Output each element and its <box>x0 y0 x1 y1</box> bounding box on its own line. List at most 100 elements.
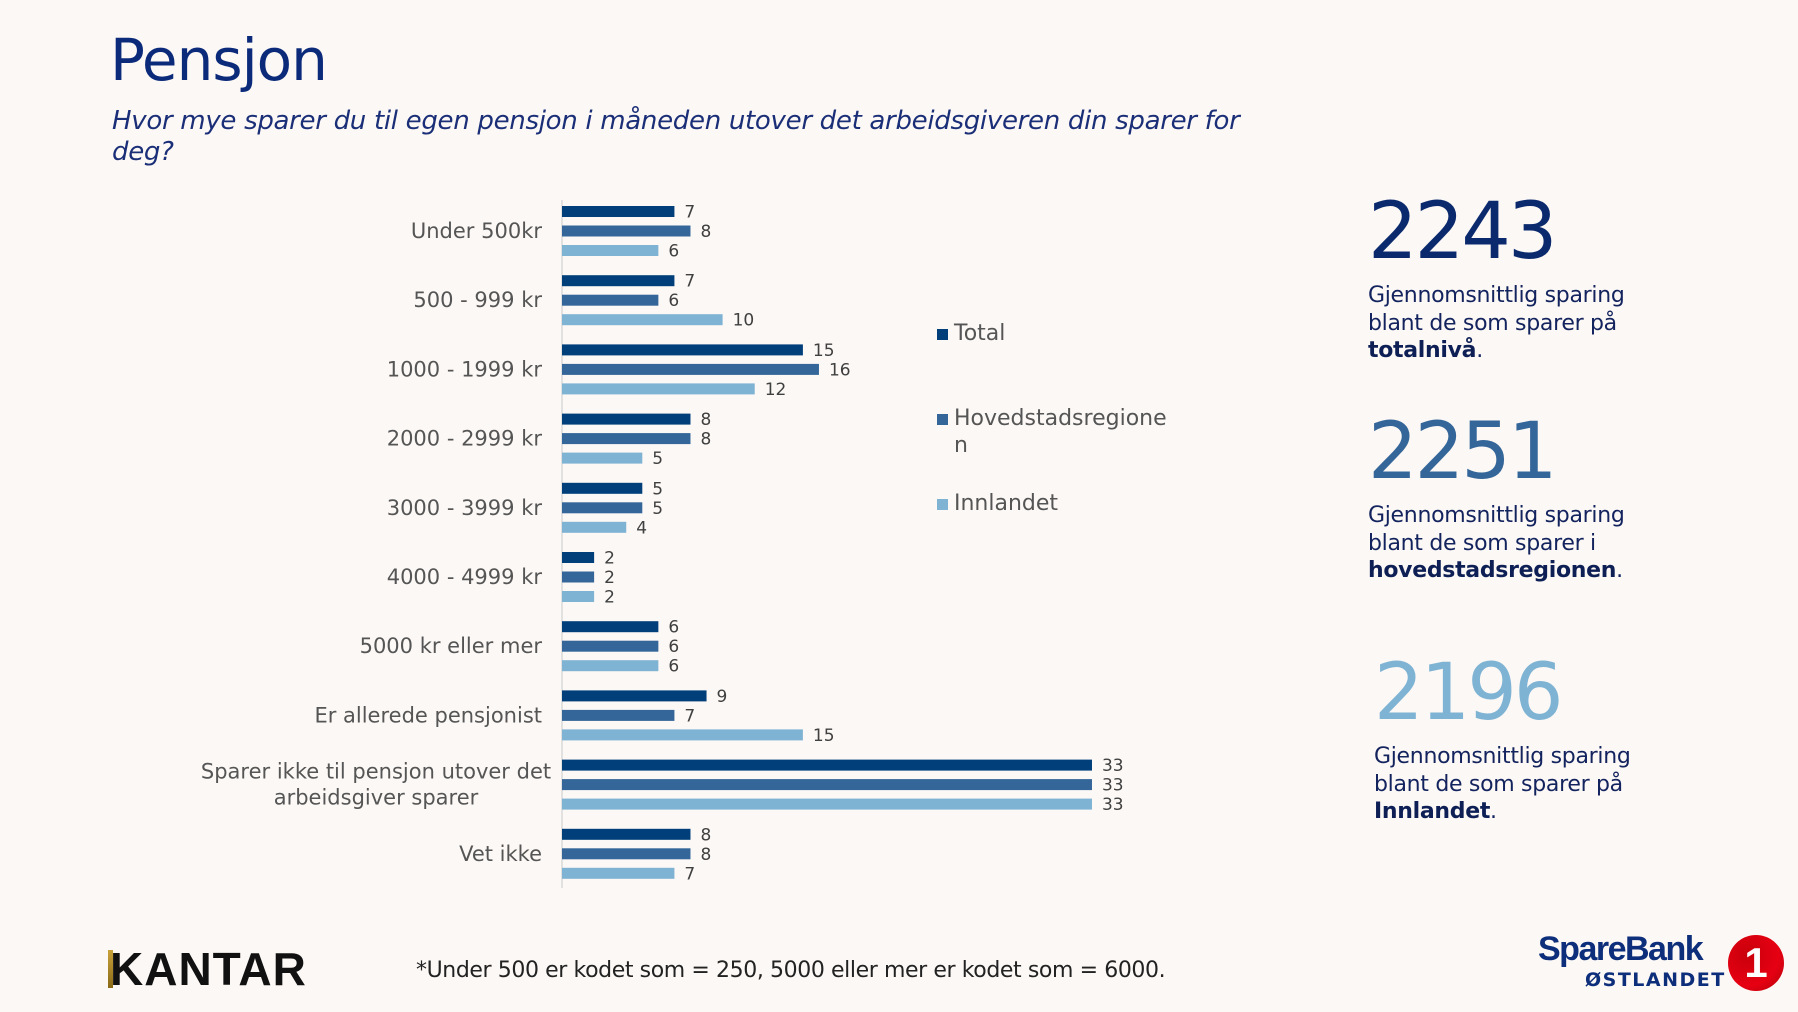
legend-label: Hovedstadsregionen <box>954 406 1167 458</box>
stat-hovedstad: 2251 Gjennomsnittlig sparing blant de so… <box>1368 412 1668 585</box>
legend-item-hovedstad: Hovedstadsregionen <box>937 405 1187 459</box>
bar-hovedstadsregionen <box>562 433 691 445</box>
value-label: 6 <box>668 657 679 677</box>
stat-emphasis: Innlandet <box>1374 799 1491 824</box>
kantar-logo: KANTAR <box>108 946 307 992</box>
bar-hovedstadsregionen <box>562 709 675 721</box>
stat-line: blant de som sparer i <box>1368 530 1596 556</box>
value-label: 2 <box>604 568 615 588</box>
legend-label: Innlandet <box>954 491 1059 516</box>
stat-line: Gjennomsnittlig sparing <box>1368 283 1625 308</box>
stat-suffix: . <box>1490 799 1497 824</box>
sparebank-logo-mark: 1 <box>1728 935 1784 991</box>
value-label: 8 <box>700 410 711 430</box>
value-label: 8 <box>700 845 711 865</box>
value-label: 8 <box>700 222 711 242</box>
value-label: 5 <box>652 499 663 519</box>
bar-hovedstadsregionen <box>562 779 1092 791</box>
category-label: 4000 - 4999 kr <box>387 565 543 589</box>
stat-description: Gjennomsnittlig sparing blant de som spa… <box>1368 502 1668 585</box>
value-label: 4 <box>636 518 647 538</box>
stat-emphasis: totalnivå <box>1368 338 1477 363</box>
category-label: Sparer ikke til pensjon utover det arbeid… <box>201 760 551 810</box>
value-label: 7 <box>684 272 695 292</box>
bar-hovedstadsregionen <box>562 225 691 237</box>
stat-suffix: . <box>1476 338 1483 363</box>
sparebank-logo: SpareBank ØSTLANDET 1 <box>1538 930 1793 995</box>
category-label: 500 - 999 kr <box>413 288 542 312</box>
stat-line: blant de som sparer på <box>1374 771 1623 797</box>
bar-hovedstadsregionen <box>562 640 659 652</box>
value-label: 7 <box>684 203 695 223</box>
value-label: 12 <box>765 380 787 400</box>
kantar-logo-text: KANTAR <box>110 943 307 995</box>
value-label: 6 <box>668 291 679 311</box>
survey-question: Hvor mye sparer du til egen pensjon i må… <box>112 106 1240 167</box>
bar-innlandet <box>562 867 675 879</box>
stat-line: Innlandet. <box>1374 798 1674 826</box>
value-label: 5 <box>652 449 663 469</box>
value-label: 6 <box>668 637 679 657</box>
legend-swatch-hovedstad <box>937 414 948 425</box>
bar-total <box>562 828 691 840</box>
stat-line: hovedstadsregionen. <box>1368 557 1668 585</box>
category-label: 3000 - 3999 kr <box>387 496 543 520</box>
category-label: 5000 kr eller mer <box>360 634 543 658</box>
bar-hovedstadsregionen <box>562 363 819 375</box>
bar-innlandet <box>562 383 755 395</box>
stat-value: 2243 <box>1368 187 1558 277</box>
value-label: 6 <box>668 618 679 638</box>
bar-innlandet <box>562 798 1092 810</box>
page-title: Pensjon <box>110 26 328 94</box>
bar-innlandet <box>562 245 659 256</box>
value-label: 6 <box>668 242 679 262</box>
value-label: 8 <box>700 430 711 450</box>
stat-value: 2251 <box>1368 407 1558 497</box>
sparebank-logo-name: SpareBank <box>1538 930 1704 968</box>
bar-innlandet <box>562 660 659 672</box>
stat-suffix: . <box>1616 558 1623 583</box>
value-label: 9 <box>717 687 728 707</box>
legend-swatch-total <box>937 329 948 340</box>
bar-total <box>562 482 643 494</box>
bar-total <box>562 275 675 287</box>
value-label: 10 <box>733 311 755 331</box>
bar-innlandet <box>562 452 643 464</box>
bar-hovedstadsregionen <box>562 502 643 514</box>
stat-innlandet: 2196 Gjennomsnittlig sparing blant de so… <box>1374 653 1674 826</box>
value-label: 5 <box>652 479 663 499</box>
kantar-logo-accent <box>108 950 113 988</box>
value-label: 16 <box>829 360 851 380</box>
value-label: 2 <box>604 588 615 608</box>
bar-hovedstadsregionen <box>562 571 595 583</box>
value-label: 15 <box>813 726 835 746</box>
stat-description: Gjennomsnittlig sparing blant de som spa… <box>1368 282 1668 365</box>
stat-line: Gjennomsnittlig sparing <box>1368 503 1625 528</box>
value-label: 8 <box>700 825 711 845</box>
stat-line: blant de som sparer på <box>1368 310 1617 336</box>
bar-total <box>562 413 691 425</box>
bar-hovedstadsregionen <box>562 294 659 306</box>
bar-innlandet <box>562 591 595 602</box>
bar-total <box>562 621 659 633</box>
category-label: Er allerede pensjonist <box>314 703 542 727</box>
bar-innlandet <box>562 314 723 326</box>
value-label: 7 <box>684 706 695 726</box>
category-label: Vet ikke <box>459 842 542 866</box>
stat-line: Gjennomsnittlig sparing <box>1374 744 1631 769</box>
bar-total <box>562 344 803 356</box>
bar-total <box>562 206 675 217</box>
legend-item-total: Total <box>937 320 1187 347</box>
bar-innlandet <box>562 729 803 741</box>
bar-hovedstadsregionen <box>562 848 691 860</box>
bar-total <box>562 759 1092 771</box>
legend-swatch-innlandet <box>937 499 948 510</box>
stat-value: 2196 <box>1374 648 1564 738</box>
value-label: 33 <box>1102 776 1124 796</box>
footnote: *Under 500 er kodet som = 250, 5000 elle… <box>416 958 1166 983</box>
legend-item-innlandet: Innlandet <box>937 490 1187 517</box>
sparebank-logo-region: ØSTLANDET <box>1585 969 1726 991</box>
stat-line: totalnivå. <box>1368 337 1668 365</box>
bar-total <box>562 552 595 563</box>
